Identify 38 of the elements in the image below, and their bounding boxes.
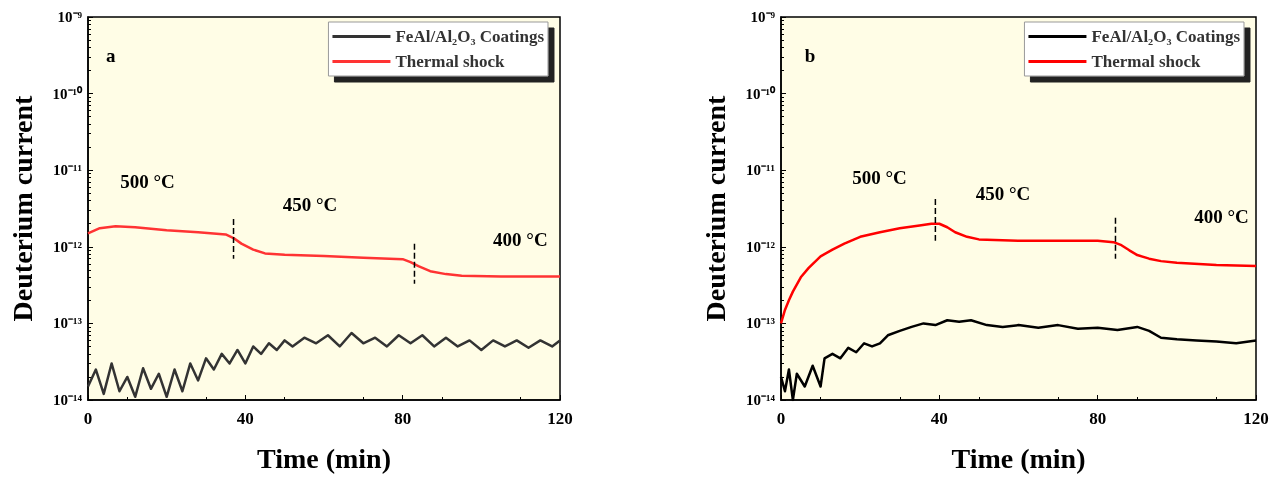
- x-tick-label: 120: [1243, 409, 1269, 428]
- annotation: 500 °C: [852, 167, 907, 189]
- y-tick-label: 10⁻¹²: [53, 238, 83, 255]
- x-axis-title: Time (min): [951, 442, 1086, 474]
- x-tick-label: 0: [83, 409, 93, 428]
- y-tick-label: 10⁻¹¹: [746, 162, 775, 179]
- annotation: 400 °C: [1194, 205, 1249, 227]
- x-tick-label: 80: [394, 409, 412, 428]
- y-axis-title: Deuterium current: [699, 94, 731, 322]
- legend-label: FeAl/Al₂O₃ Coatings: [1091, 27, 1241, 46]
- x-tick-label: 80: [1089, 409, 1107, 428]
- line-series: [779, 222, 1258, 325]
- y-tick-label: 10⁻¹⁰: [745, 84, 776, 102]
- legend-label: FeAl/Al₂O₃ Coatings: [395, 27, 545, 46]
- y-tick-label: 10⁻¹³: [746, 315, 776, 332]
- x-axis-title: Time (min): [256, 442, 392, 474]
- x-tick-label: 120: [547, 409, 573, 428]
- annotation: 450 °C: [282, 194, 338, 216]
- y-tick-label: 10⁻¹³: [53, 315, 83, 332]
- annotation: b: [804, 44, 816, 66]
- legend-label: Thermal shock: [1091, 52, 1202, 71]
- annotation: 400 °C: [493, 228, 548, 250]
- y-tick-label: 10⁻¹⁰: [52, 84, 83, 102]
- y-tick-label: 10⁻⁹: [750, 9, 776, 25]
- annotation: 450 °C: [975, 182, 1031, 204]
- y-axis-title: Deuterium current: [6, 94, 38, 322]
- annotation: 500 °C: [120, 171, 175, 193]
- x-tick-label: 40: [930, 409, 948, 428]
- x-tick-label: 0: [776, 409, 786, 428]
- y-tick-label: 10⁻¹¹: [53, 162, 82, 179]
- y-tick-label: 10⁻¹⁴: [53, 392, 83, 408]
- legend-label: Thermal shock: [395, 52, 506, 71]
- annotation: a: [105, 44, 116, 66]
- line-series: [86, 225, 562, 278]
- y-tick-label: 10⁻⁹: [57, 9, 83, 25]
- x-tick-label: 40: [236, 409, 254, 428]
- y-tick-label: 10⁻¹²: [746, 238, 776, 255]
- y-tick-label: 10⁻¹⁴: [746, 392, 776, 408]
